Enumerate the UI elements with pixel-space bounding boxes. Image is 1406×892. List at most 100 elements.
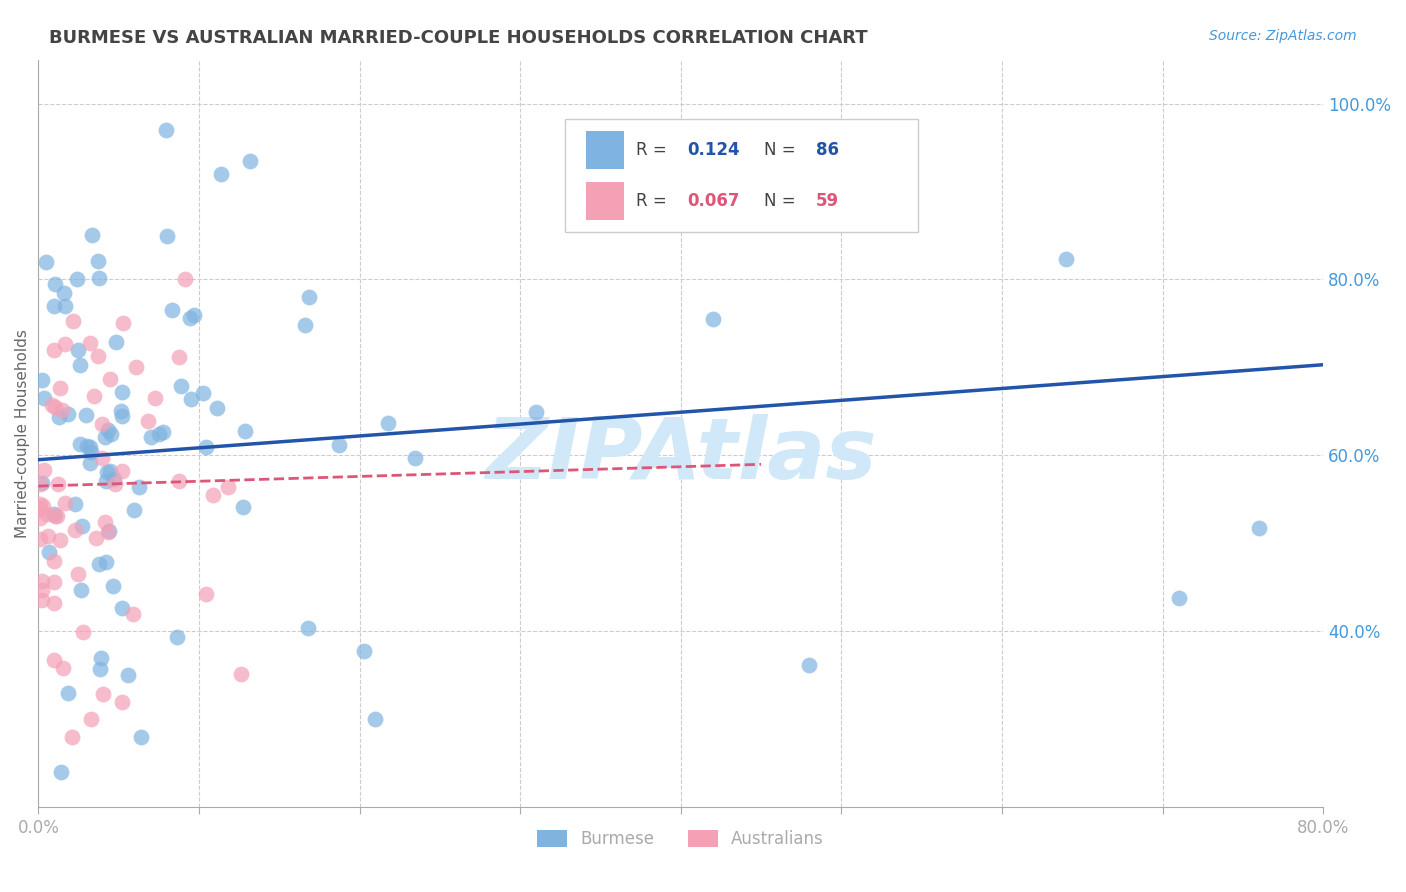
FancyBboxPatch shape	[586, 182, 624, 219]
Point	[52, 661, 75, 675]
Point	[128, 480, 150, 494]
Point	[30, 497, 52, 511]
Point	[111, 694, 134, 708]
Point	[28, 502, 51, 516]
Point	[404, 450, 426, 465]
Point	[110, 601, 132, 615]
Point	[91, 450, 114, 465]
Point	[194, 587, 217, 601]
Point	[80, 445, 103, 459]
Point	[235, 424, 257, 438]
Point	[524, 405, 547, 419]
Point	[69, 359, 91, 373]
Point	[42, 596, 65, 610]
Point	[229, 666, 252, 681]
Point	[101, 579, 124, 593]
Point	[45, 508, 67, 523]
Text: R =: R =	[636, 192, 672, 210]
Point	[1247, 521, 1270, 535]
Point	[110, 403, 132, 417]
Point	[239, 154, 262, 169]
Point	[141, 430, 163, 444]
Point	[294, 318, 316, 332]
Point	[44, 653, 66, 667]
Point	[98, 372, 121, 386]
Point	[87, 349, 110, 363]
Point	[110, 464, 132, 478]
Point	[84, 532, 107, 546]
Point	[167, 350, 190, 364]
Text: 0.067: 0.067	[688, 192, 740, 210]
Point	[111, 385, 134, 400]
Point	[148, 427, 170, 442]
Point	[143, 391, 166, 405]
Point	[67, 343, 90, 358]
Point	[79, 440, 101, 454]
Point	[830, 195, 852, 210]
Point	[72, 624, 94, 639]
Point	[75, 408, 97, 422]
Point	[82, 228, 104, 243]
Point	[799, 658, 821, 673]
Y-axis label: Married-couple Households: Married-couple Households	[15, 329, 30, 538]
Point	[35, 255, 58, 269]
Point	[125, 360, 148, 375]
Point	[60, 730, 83, 744]
Point	[734, 125, 756, 139]
Text: 0.124: 0.124	[688, 141, 740, 159]
Point	[44, 554, 66, 568]
Text: ZIPAtlas: ZIPAtlas	[485, 414, 876, 497]
Point	[62, 314, 84, 328]
Point	[30, 532, 52, 546]
Point	[79, 456, 101, 470]
Point	[702, 312, 724, 326]
Legend: Burmese, Australians: Burmese, Australians	[530, 823, 831, 855]
Point	[364, 712, 387, 726]
Point	[31, 499, 53, 513]
Point	[91, 417, 114, 432]
Point	[207, 401, 229, 416]
Point	[98, 464, 121, 478]
Point	[328, 438, 350, 452]
Point	[297, 621, 319, 635]
Point	[37, 529, 59, 543]
Point	[173, 272, 195, 286]
Point	[63, 524, 86, 538]
Point	[87, 253, 110, 268]
Point	[65, 272, 87, 286]
Point	[49, 764, 72, 779]
Text: N =: N =	[765, 192, 801, 210]
Point	[49, 533, 72, 547]
Point	[35, 507, 58, 521]
Point	[87, 270, 110, 285]
Point	[122, 503, 145, 517]
Point	[42, 575, 65, 590]
Point	[166, 630, 188, 644]
Point	[169, 475, 191, 489]
Point	[44, 400, 66, 414]
Point	[94, 430, 117, 444]
Point	[1054, 252, 1077, 266]
Point	[44, 300, 66, 314]
Point	[44, 277, 66, 292]
Text: R =: R =	[636, 141, 672, 159]
Point	[58, 407, 80, 421]
Point	[32, 463, 55, 477]
Point	[31, 593, 53, 607]
Text: Source: ZipAtlas.com: Source: ZipAtlas.com	[1209, 29, 1357, 43]
Point	[72, 519, 94, 533]
Text: BURMESE VS AUSTRALIAN MARRIED-COUPLE HOUSEHOLDS CORRELATION CHART: BURMESE VS AUSTRALIAN MARRIED-COUPLE HOU…	[49, 29, 868, 46]
Point	[180, 392, 202, 407]
Point	[105, 335, 128, 350]
Point	[136, 414, 159, 428]
Point	[87, 557, 110, 571]
Point	[155, 123, 177, 137]
Point	[194, 440, 217, 454]
Point	[104, 477, 127, 491]
Point	[202, 488, 225, 502]
Point	[98, 524, 121, 539]
FancyBboxPatch shape	[565, 120, 918, 232]
Point	[53, 496, 76, 510]
Point	[53, 285, 76, 300]
Point	[31, 373, 53, 387]
